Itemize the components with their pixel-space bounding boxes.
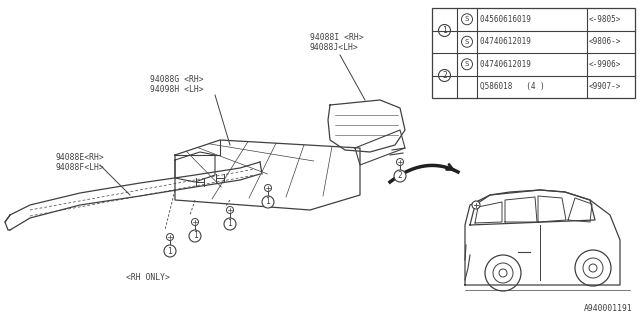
- Text: 1: 1: [168, 246, 172, 255]
- Text: <-9805>: <-9805>: [589, 15, 621, 24]
- Text: <9907->: <9907->: [589, 82, 621, 91]
- Text: 1: 1: [228, 220, 232, 228]
- Circle shape: [575, 250, 611, 286]
- Text: 2: 2: [442, 71, 447, 80]
- Circle shape: [394, 170, 406, 182]
- Text: <-9906>: <-9906>: [589, 60, 621, 69]
- Text: 2: 2: [397, 172, 403, 180]
- Text: <RH ONLY>: <RH ONLY>: [126, 274, 170, 283]
- Text: 94098H <LH>: 94098H <LH>: [150, 85, 204, 94]
- Text: 1: 1: [193, 231, 197, 241]
- Text: 94088E<RH>: 94088E<RH>: [55, 154, 104, 163]
- Circle shape: [191, 219, 198, 226]
- Text: S: S: [465, 16, 469, 22]
- Circle shape: [262, 196, 274, 208]
- Circle shape: [499, 269, 507, 277]
- Circle shape: [485, 255, 521, 291]
- Circle shape: [164, 245, 176, 257]
- Circle shape: [224, 218, 236, 230]
- Text: 94088J<LH>: 94088J<LH>: [310, 44, 359, 52]
- Circle shape: [461, 36, 472, 47]
- Text: S: S: [465, 61, 469, 67]
- Text: 94088I <RH>: 94088I <RH>: [310, 34, 364, 43]
- Circle shape: [461, 59, 472, 70]
- Circle shape: [589, 264, 597, 272]
- Text: 94088G <RH>: 94088G <RH>: [150, 76, 204, 84]
- Circle shape: [461, 14, 472, 25]
- Text: 94088F<LH>: 94088F<LH>: [55, 164, 104, 172]
- Circle shape: [189, 230, 201, 242]
- Circle shape: [397, 158, 403, 165]
- Circle shape: [227, 206, 234, 213]
- Circle shape: [264, 185, 271, 191]
- Text: S: S: [465, 39, 469, 45]
- Circle shape: [472, 201, 480, 209]
- Circle shape: [166, 234, 173, 241]
- Text: <9806->: <9806->: [589, 37, 621, 46]
- Circle shape: [493, 263, 513, 283]
- Text: 04740612019: 04740612019: [480, 60, 536, 69]
- Text: 1: 1: [266, 197, 271, 206]
- Bar: [432, 8, 635, 98]
- Text: 1: 1: [442, 26, 447, 35]
- Circle shape: [438, 69, 451, 82]
- Text: 04740612019: 04740612019: [480, 37, 536, 46]
- Circle shape: [438, 25, 451, 36]
- Text: Q586018   (4 ): Q586018 (4 ): [480, 82, 545, 91]
- Circle shape: [583, 258, 603, 278]
- Text: 04560616019: 04560616019: [480, 15, 536, 24]
- Text: A940001191: A940001191: [584, 304, 633, 313]
